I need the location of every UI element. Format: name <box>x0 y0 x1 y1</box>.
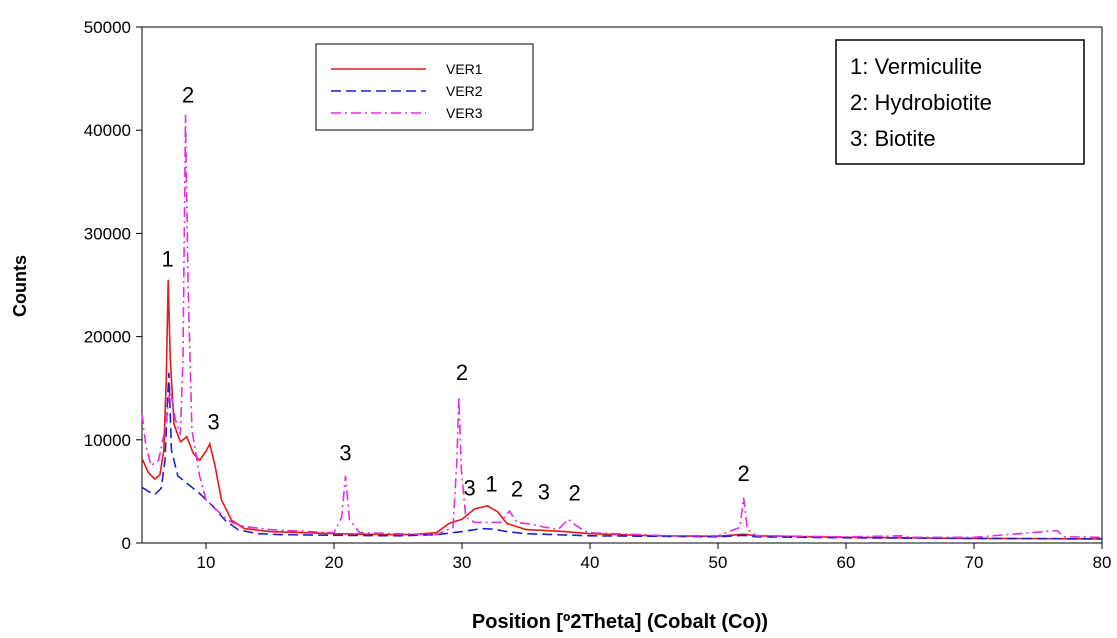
peak-label: 3 <box>339 440 351 465</box>
x-tick-label: 50 <box>709 553 728 572</box>
peak-label: 1 <box>161 246 173 271</box>
x-axis-label: Position [º2Theta] (Cobalt (Co)) <box>472 611 768 633</box>
x-tick-label: 30 <box>453 553 472 572</box>
peak-label: 2 <box>182 82 194 107</box>
y-tick-label: 20000 <box>84 328 131 347</box>
legend-label-ver1: VER1 <box>446 61 483 77</box>
y-tick-label: 10000 <box>84 431 131 450</box>
series-line-ver3 <box>141 114 1103 539</box>
series-line-ver1 <box>141 279 1103 540</box>
x-tick-label: 80 <box>1093 553 1112 572</box>
y-tick-label: 40000 <box>84 121 131 140</box>
peak-label: 3 <box>464 476 476 501</box>
phase-legend-item: 3: Biotite <box>850 126 936 151</box>
x-tick-label: 20 <box>325 553 344 572</box>
x-tick-label: 40 <box>581 553 600 572</box>
peak-label: 1 <box>485 471 497 496</box>
y-tick-label: 30000 <box>84 224 131 243</box>
peak-label: 3 <box>208 409 220 434</box>
peak-label: 2 <box>737 461 749 486</box>
series-legend-box <box>315 43 534 131</box>
series-legend: VER1 VER2 VER3 <box>315 43 534 131</box>
x-tick-label: 10 <box>197 553 216 572</box>
phase-legend-item: 1: Vermiculite <box>850 54 982 79</box>
axes-layer: 10 20 30 40 50 60 70 80 0 10000 20000 30000 40000 500… <box>84 18 1112 572</box>
phase-legend-box <box>835 39 1085 165</box>
peak-label: 2 <box>456 360 468 385</box>
y-axis-label: Counts <box>10 255 30 317</box>
legend-label-ver3: VER3 <box>446 105 483 121</box>
series-line-ver2 <box>141 372 1103 540</box>
peak-label: 2 <box>569 481 581 506</box>
x-tick-label: 60 <box>837 553 856 572</box>
peak-label: 3 <box>538 480 550 505</box>
peak-label: 2 <box>511 477 523 502</box>
phase-legend: 1: Vermiculite 2: Hydrobiotite 3: Biotit… <box>835 39 1085 165</box>
y-tick-label: 0 <box>122 534 131 553</box>
series-layer <box>141 114 1103 540</box>
phase-legend-item: 2: Hydrobiotite <box>850 90 992 115</box>
x-tick-label: 70 <box>965 553 984 572</box>
y-tick-label: 50000 <box>84 18 131 37</box>
legend-label-ver2: VER2 <box>446 83 483 99</box>
